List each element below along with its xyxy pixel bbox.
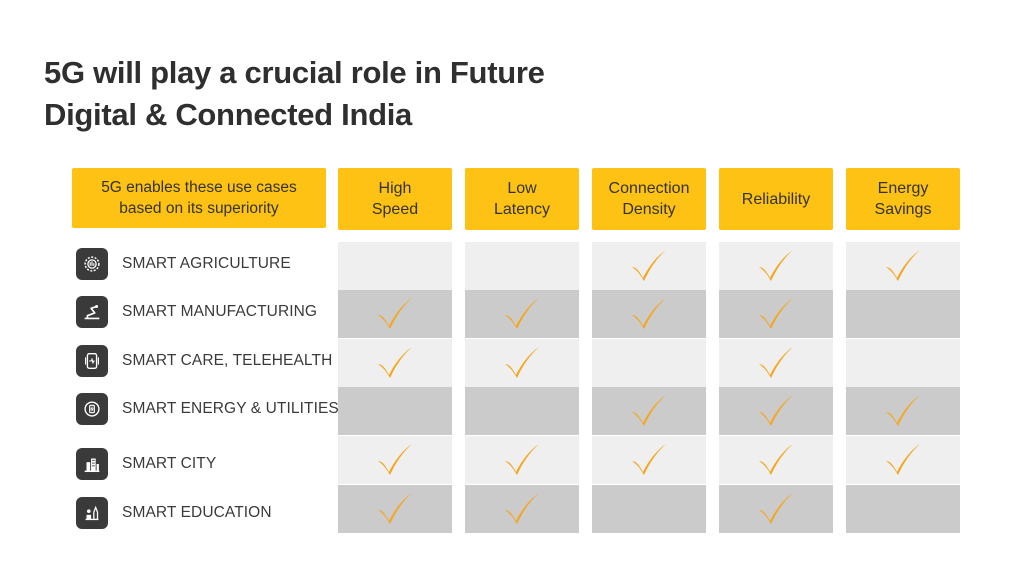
row-label-text: SMART EDUCATION (122, 504, 272, 521)
checkmark-icon (378, 493, 412, 524)
row-label-smart-energy-utilities: SMART ENERGY & UTILITIES (76, 385, 339, 433)
column-header-line-2: Density (622, 201, 676, 218)
column-header-energy-savings: Energy Savings (846, 168, 960, 230)
checkmark-icon (759, 298, 793, 329)
row-label-text: SMART MANUFACTURING (122, 303, 318, 320)
row-label-text: SMART CARE, TELEHEALTH (122, 352, 333, 369)
page-title: 5G will play a crucial role in Future Di… (44, 52, 744, 136)
grid-cell (465, 339, 579, 387)
checkmark-icon (632, 250, 666, 281)
checkmark-icon (632, 444, 666, 475)
grid-cell (338, 387, 452, 435)
corner-header: 5G enables these use cases based on its … (72, 168, 326, 228)
column-header-reliability: Reliability (719, 168, 833, 230)
checkmark-icon (759, 347, 793, 378)
city-icon (76, 448, 108, 480)
column-header-line-1: Low (507, 180, 537, 197)
title-line-2: Digital & Connected India (44, 97, 412, 132)
grid-cell (465, 387, 579, 435)
checkmark-icon (759, 444, 793, 475)
column-header-line-2: Savings (874, 201, 932, 218)
grid-cell (846, 242, 960, 290)
grid-cell (465, 485, 579, 533)
checkmark-icon (378, 347, 412, 378)
column-header-line-1: Connection (608, 180, 690, 197)
grid-cell (846, 339, 960, 387)
checkmark-icon (632, 395, 666, 426)
grid-cell (846, 290, 960, 338)
gear-icon (76, 248, 108, 280)
row-label-smart-care-telehealth: SMART CARE, TELEHEALTH (76, 337, 336, 385)
grid-cell (338, 485, 452, 533)
grid-cell (592, 387, 706, 435)
grid-cell (338, 436, 452, 484)
grid-cell (719, 436, 833, 484)
health-device-icon (76, 345, 108, 377)
checkmark-icon (378, 444, 412, 475)
row-label-text: SMART CITY (122, 455, 217, 472)
column-header-line-1: Reliability (741, 190, 811, 208)
row-label-text: SMART AGRICULTURE (122, 255, 291, 272)
checkmark-icon (886, 395, 920, 426)
grid-cell (592, 339, 706, 387)
grid-cell (719, 387, 833, 435)
column-header-high-speed: High Speed (338, 168, 452, 230)
column-header-line-2: Speed (371, 201, 419, 218)
grid-cell (465, 290, 579, 338)
row-label-text: SMART ENERGY & UTILITIES (122, 400, 339, 417)
column-header-line-2: Latency (493, 201, 551, 218)
title-line-1: 5G will play a crucial role in Future (44, 55, 545, 90)
row-label-smart-agriculture: SMART AGRICULTURE (76, 240, 336, 288)
robot-arm-icon (76, 296, 108, 328)
grid-cell (719, 290, 833, 338)
grid-cell (719, 485, 833, 533)
grid-cell (338, 242, 452, 290)
grid-cell (592, 290, 706, 338)
grid-cell (592, 436, 706, 484)
column-header-connection-density: Connection Density (592, 168, 706, 230)
checkmark-icon (632, 298, 666, 329)
grid-cell (592, 485, 706, 533)
row-label-smart-education: SMART EDUCATION (76, 489, 336, 537)
energy-icon (76, 393, 108, 425)
column-header-line-1: Energy (877, 180, 929, 197)
checkmark-icon (759, 395, 793, 426)
grid-cell (465, 436, 579, 484)
checkmark-icon (505, 444, 539, 475)
education-icon (76, 497, 108, 529)
corner-header-line-2: based on its superiority (119, 200, 279, 217)
checkmark-icon (886, 250, 920, 281)
row-label-smart-manufacturing: SMART MANUFACTURING (76, 288, 336, 336)
column-header-line-1: High (378, 180, 412, 197)
grid-cell (592, 242, 706, 290)
grid-cell (846, 436, 960, 484)
checkmark-icon (759, 250, 793, 281)
row-label-smart-city: SMART CITY (76, 440, 336, 488)
checkmark-icon (505, 347, 539, 378)
corner-header-line-1: 5G enables these use cases (101, 179, 297, 196)
grid-cell (465, 242, 579, 290)
checkmark-icon (505, 493, 539, 524)
grid-cell (719, 242, 833, 290)
grid-cell (846, 387, 960, 435)
checkmark-icon (886, 444, 920, 475)
checkmark-icon (378, 298, 412, 329)
checkmark-icon (505, 298, 539, 329)
checkmark-icon (759, 493, 793, 524)
column-header-low-latency: Low Latency (465, 168, 579, 230)
grid-cell (338, 290, 452, 338)
grid-cell (338, 339, 452, 387)
grid-cell (719, 339, 833, 387)
grid-cell (846, 485, 960, 533)
